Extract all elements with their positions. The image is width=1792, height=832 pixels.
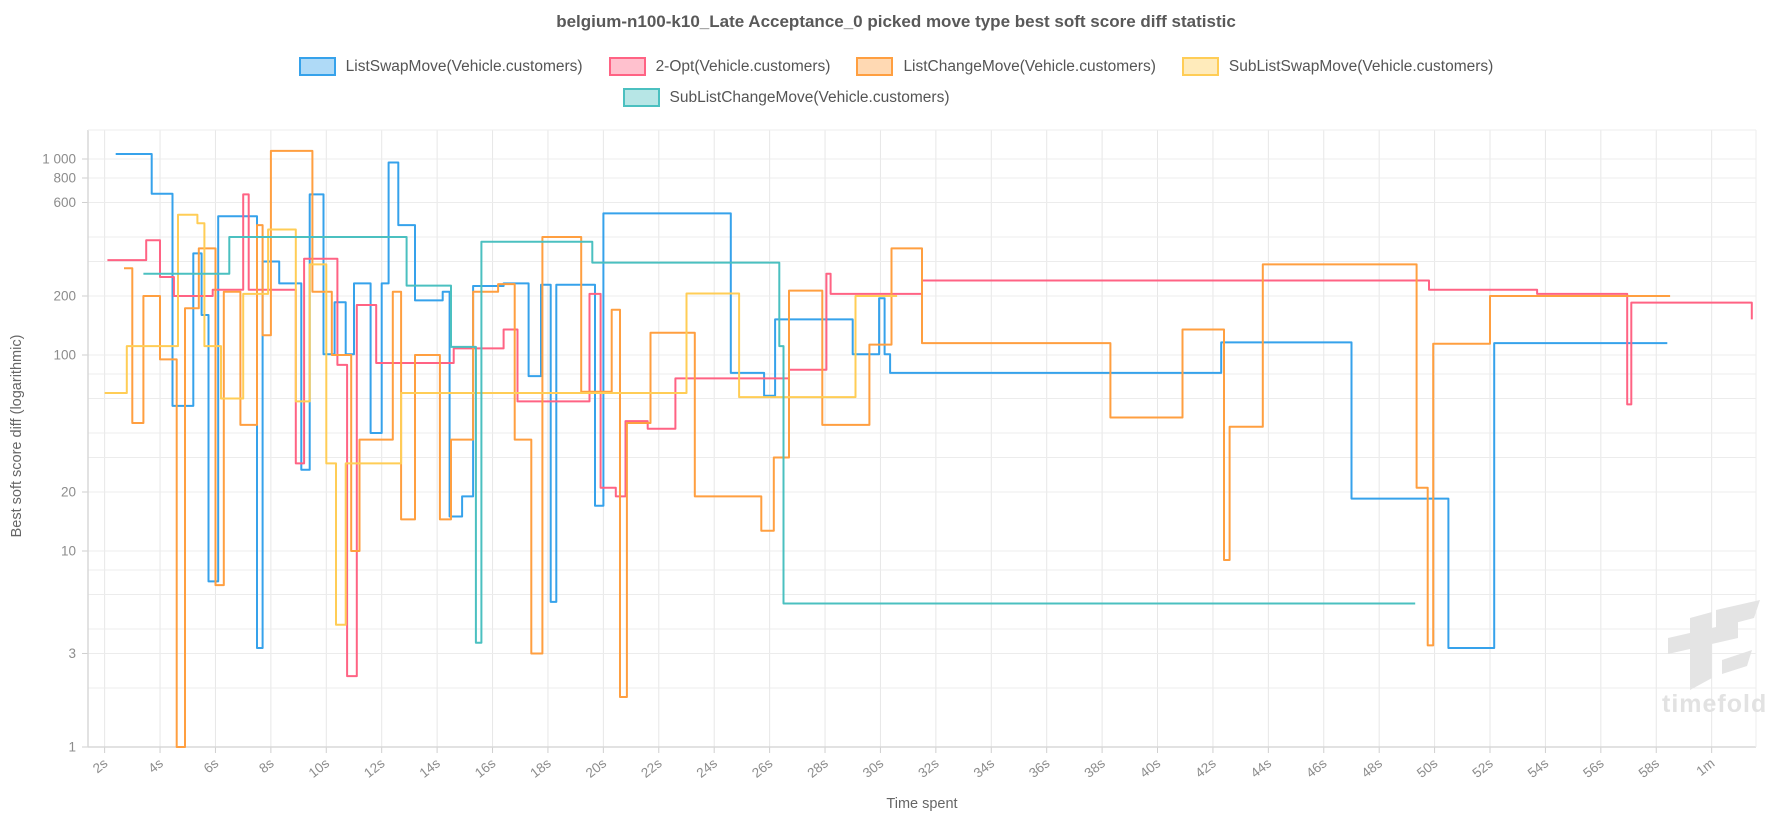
timefold-logo-icon [1668, 600, 1760, 690]
y-tick-label: 800 [53, 170, 76, 185]
y-tick-label: 10 [61, 544, 76, 559]
legend-item-listchangemove[interactable]: ListChangeMove(Vehicle.customers) [856, 57, 1156, 76]
y-tick-label: 100 [53, 348, 76, 363]
x-tick-label: 54s [1525, 755, 1552, 780]
legend-item-listswapmove[interactable]: ListSwapMove(Vehicle.customers) [298, 57, 583, 76]
legend-item-sublistswapmove[interactable]: SubListSwapMove(Vehicle.customers) [1181, 57, 1494, 76]
x-tick-label: 14s [417, 755, 444, 780]
legend-row-1: ListSwapMove(Vehicle.customers) 2-Opt(Ve… [0, 57, 1792, 76]
watermark-text: timefold [1662, 690, 1768, 718]
x-tick-label: 28s [804, 755, 831, 780]
y-axis-title: Best soft score diff (logarithmic) [9, 334, 25, 538]
x-tick-label: 38s [1082, 755, 1109, 780]
series-sublistchangemove [143, 236, 1416, 644]
x-tick-label: 26s [749, 755, 776, 780]
x-tick-label: 16s [472, 755, 499, 780]
series-2-opt [107, 193, 1753, 678]
x-tick-label: 48s [1359, 755, 1386, 780]
x-tick-label: 2s [90, 755, 111, 776]
legend-item-2opt[interactable]: 2-Opt(Vehicle.customers) [608, 57, 831, 76]
x-tick-label: 10s [306, 755, 333, 780]
legend-swatch-listchangemove [856, 57, 894, 76]
x-tick-label: 42s [1192, 755, 1219, 780]
x-tick-label: 58s [1636, 755, 1663, 780]
x-tick-label: 18s [527, 755, 554, 780]
x-tick-label: 32s [915, 755, 942, 780]
x-tick-label: 46s [1303, 755, 1330, 780]
legend-label-listswapmove: ListSwapMove(Vehicle.customers) [345, 57, 583, 75]
chart-title: belgium-n100-k10_Late Acceptance_0 picke… [556, 12, 1236, 31]
legend-label-sublistswapmove: SubListSwapMove(Vehicle.customers) [1228, 57, 1494, 75]
y-tick-label: 200 [53, 288, 76, 303]
x-tick-label: 36s [1026, 755, 1053, 780]
y-tick-label: 1 [68, 740, 76, 755]
x-tick-label: 24s [694, 755, 721, 780]
x-tick-label: 1m [1693, 756, 1717, 779]
legend-label-listchangemove: ListChangeMove(Vehicle.customers) [903, 57, 1156, 75]
x-tick-label: 12s [361, 755, 388, 780]
legend-swatch-sublistchangemove [622, 88, 660, 107]
series-listswapmove [115, 153, 1668, 649]
x-tick-label: 56s [1580, 755, 1607, 780]
legend-label-2opt: 2-Opt(Vehicle.customers) [655, 57, 831, 75]
series-sublistswapmove [104, 213, 898, 626]
x-tick-label: 44s [1248, 755, 1275, 780]
x-tick-label: 8s [256, 755, 277, 776]
y-tick-label: 3 [68, 646, 76, 661]
legend-swatch-sublistswapmove [1181, 57, 1219, 76]
x-tick-label: 4s [145, 755, 166, 776]
y-tick-label: 1 000 [42, 152, 76, 167]
y-tick-label: 20 [61, 484, 76, 499]
x-tick-label: 34s [971, 755, 998, 780]
x-axis-title: Time spent [886, 796, 958, 812]
x-tick-label: 40s [1137, 755, 1164, 780]
legend-swatch-2opt [608, 57, 646, 76]
x-tick-label: 50s [1414, 755, 1441, 780]
x-tick-label: 22s [638, 755, 665, 780]
y-tick-label: 600 [53, 195, 76, 210]
x-tick-label: 6s [201, 755, 222, 776]
legend-swatch-listswapmove [298, 57, 336, 76]
legend-item-sublistchangemove[interactable]: SubListChangeMove(Vehicle.customers) [622, 88, 950, 107]
legend-label-sublistchangemove: SubListChangeMove(Vehicle.customers) [669, 88, 950, 106]
legend-row-2: SubListChangeMove(Vehicle.customers) [0, 88, 1682, 107]
x-tick-label: 30s [860, 755, 887, 780]
series-listchangemove [124, 149, 1671, 748]
x-tick-label: 52s [1469, 755, 1496, 780]
x-tick-label: 20s [583, 755, 610, 780]
